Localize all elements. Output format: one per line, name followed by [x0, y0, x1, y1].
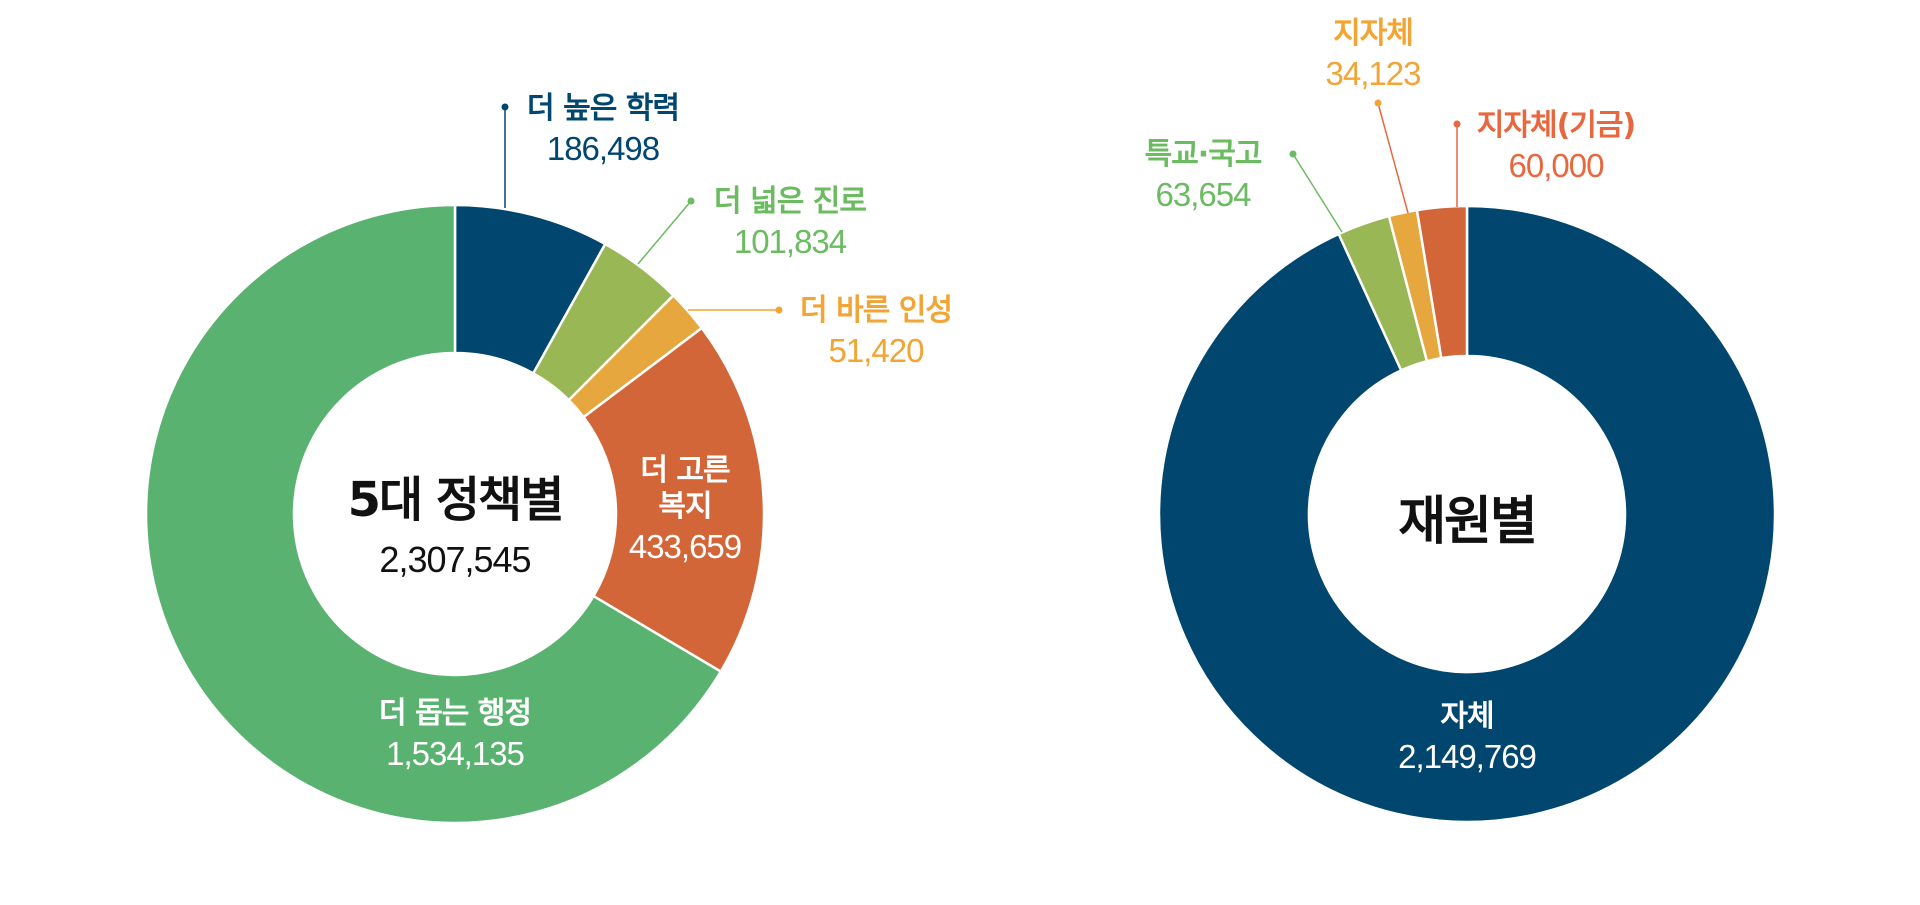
donut-slice: [1157, 204, 1777, 824]
label-wider-career: 더 넓은 진로 101,834: [700, 184, 880, 260]
right-center-title: 재원별: [1398, 492, 1538, 552]
label-special-grant: 특교·국고 63,654: [1128, 137, 1278, 213]
label-character: 더 바른 인성 51,420: [786, 293, 966, 369]
leader-dot: [775, 306, 783, 314]
donut-slice: [144, 203, 723, 825]
donut-policy: [144, 203, 766, 825]
label-value: 63,654: [1155, 176, 1252, 213]
donut-slice: [1415, 204, 1469, 360]
label-value: 34,123: [1325, 55, 1422, 92]
left-center-value: 2,307,545: [379, 539, 531, 580]
donut-funding: [1157, 204, 1777, 824]
label-value: 60,000: [1508, 147, 1605, 184]
label-higher-education: 더 높은 학력 186,498: [513, 91, 693, 167]
label-value: 2,149,769: [1398, 738, 1537, 775]
label-value: 51,420: [828, 332, 925, 369]
leader-line-special-grant: [1292, 153, 1343, 233]
leader-dot: [501, 103, 509, 111]
leader-dot: [1289, 150, 1297, 158]
label-administration: 더 돕는 행정 1,534,135: [355, 696, 555, 772]
leader-dot: [1453, 120, 1461, 128]
label-title: 특교·국고: [1144, 137, 1263, 172]
label-local-fund: 지자체(기금) 60,000: [1456, 108, 1656, 184]
label-self-funded: 자체 2,149,769: [1367, 699, 1567, 775]
label-title: 더 높은 학력: [527, 91, 680, 126]
label-title: 더 돕는 행정: [379, 696, 532, 731]
label-value: 1,534,135: [386, 735, 525, 772]
label-value: 101,834: [733, 223, 847, 260]
label-title-line1: 더 고른: [640, 453, 730, 488]
leader-lines: [501, 99, 1461, 314]
left-center-title: 5대 정책별: [347, 472, 565, 528]
label-welfare: 더 고른 복지 433,659: [610, 453, 760, 565]
label-local-gov: 지자체 34,123: [1298, 16, 1448, 92]
leader-line-local-gov: [1377, 102, 1409, 214]
label-value: 433,659: [628, 528, 742, 565]
leader-dot: [687, 197, 695, 205]
leader-dot: [1374, 99, 1382, 107]
label-title: 더 넓은 진로: [714, 184, 867, 219]
label-value: 186,498: [546, 130, 660, 167]
label-title-line2: 복지: [658, 489, 712, 524]
donut-slice: [582, 326, 766, 673]
label-title: 지자체(기금): [1476, 108, 1636, 143]
label-title: 자체: [1440, 699, 1494, 734]
label-title: 지자체: [1333, 16, 1414, 51]
label-title: 더 바른 인성: [800, 293, 953, 328]
leader-line-wider-career: [637, 200, 692, 265]
